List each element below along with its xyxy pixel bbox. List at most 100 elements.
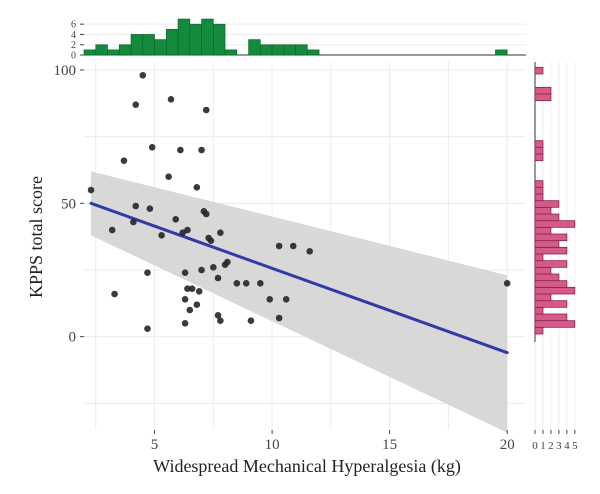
y-tick-label: 0 [69,330,77,346]
x-axis-title: Widespread Mechanical Hyperalgesia (kg) [153,456,461,477]
top-hist-bar [177,18,191,56]
data-point [188,285,196,292]
right-hist-bar [534,193,544,202]
right-hist-tick-label: 3 [556,440,562,452]
data-point [181,320,189,327]
top-hist-bar [213,23,226,56]
confidence-band-group [91,171,508,433]
right-hist-bar [534,253,544,262]
right-hist-bar [534,93,552,102]
x-tick-label: 5 [151,437,159,453]
data-point [120,157,128,164]
data-point [184,226,191,234]
right-hist-bar [534,280,568,288]
top-hist-bar [118,44,132,56]
data-point [111,290,118,298]
top-hist-bar [271,44,285,56]
top-hist-bar [130,34,144,56]
x-tick-label: 10 [265,437,280,453]
top-hist-bar [189,23,202,56]
data-point [242,280,250,287]
top-hist-bar [154,39,167,56]
regression-line [89,201,509,355]
right-hist-bar [534,266,552,275]
data-point [275,242,283,250]
right-hist-bar [534,66,544,75]
data-point [158,232,165,239]
data-point [207,237,215,244]
data-point [139,72,147,79]
scatter-points [87,72,511,332]
data-point [195,288,203,295]
right-hist-tick-label: 0 [532,440,538,452]
data-point [108,226,116,234]
right-hist-bar [534,200,560,208]
right-hist-bar [534,320,576,328]
data-point [144,325,151,332]
right-hist-bar [534,206,552,215]
right-hist-bar [534,226,552,235]
data-point [148,144,156,151]
data-point [257,280,264,287]
y-tick-label: 50 [61,196,76,212]
right-hist-bar [534,300,568,308]
data-point [130,218,137,226]
right-hist-bar [534,153,544,162]
top-hist-bar [95,44,108,56]
right-hist-bar [534,186,544,195]
top-hist-bar [83,49,97,56]
right-hist-bar [534,293,552,302]
data-point [193,301,201,308]
data-point [202,106,210,114]
right-hist-bar [534,180,544,188]
right-hist-bar [534,326,544,335]
top-hist-bar [283,44,296,56]
data-point [266,296,274,303]
data-point [289,242,297,250]
regression-line-group [89,201,509,355]
right-hist-bar [534,213,560,222]
right-hist-tick-label: 5 [572,440,578,452]
right-hist-bar [534,260,568,268]
right-hist-tick-label: 2 [548,440,554,452]
data-point [181,296,189,303]
top-hist-bar [107,49,120,56]
data-point [181,269,189,276]
data-point [198,266,205,274]
data-point [217,317,224,324]
data-point [247,317,255,324]
data-point [217,229,224,236]
data-point [214,274,222,282]
data-point [503,280,511,287]
data-point [177,146,184,154]
data-point [144,269,151,276]
data-point [167,96,175,103]
top-hist-bar [201,18,214,56]
top-hist-bar [495,49,508,56]
top-hist-bar [260,44,273,56]
top-hist-bar [142,34,155,56]
right-hist-tick-label: 1 [540,440,546,452]
data-point [132,202,140,210]
right-hist-bar [534,313,568,322]
x-tick-label: 15 [382,437,397,453]
right-hist-bar [534,246,568,255]
confidence-band [91,171,508,433]
data-point [132,101,140,108]
data-point [306,248,314,255]
data-point [186,306,194,314]
data-point [198,146,205,154]
right-hist-bar [534,146,544,155]
right-hist-bar [534,273,560,282]
right-hist-bar [534,306,544,315]
data-point [214,312,222,319]
right-hist-bar [534,140,544,148]
y-tick-label: 100 [54,63,77,79]
axes: 5 10 15 20 0 50 100 [54,63,515,453]
top-hist-tick-label: 6 [71,20,76,31]
x-tick-label: 20 [500,437,515,453]
top-hist-bar [307,49,320,56]
